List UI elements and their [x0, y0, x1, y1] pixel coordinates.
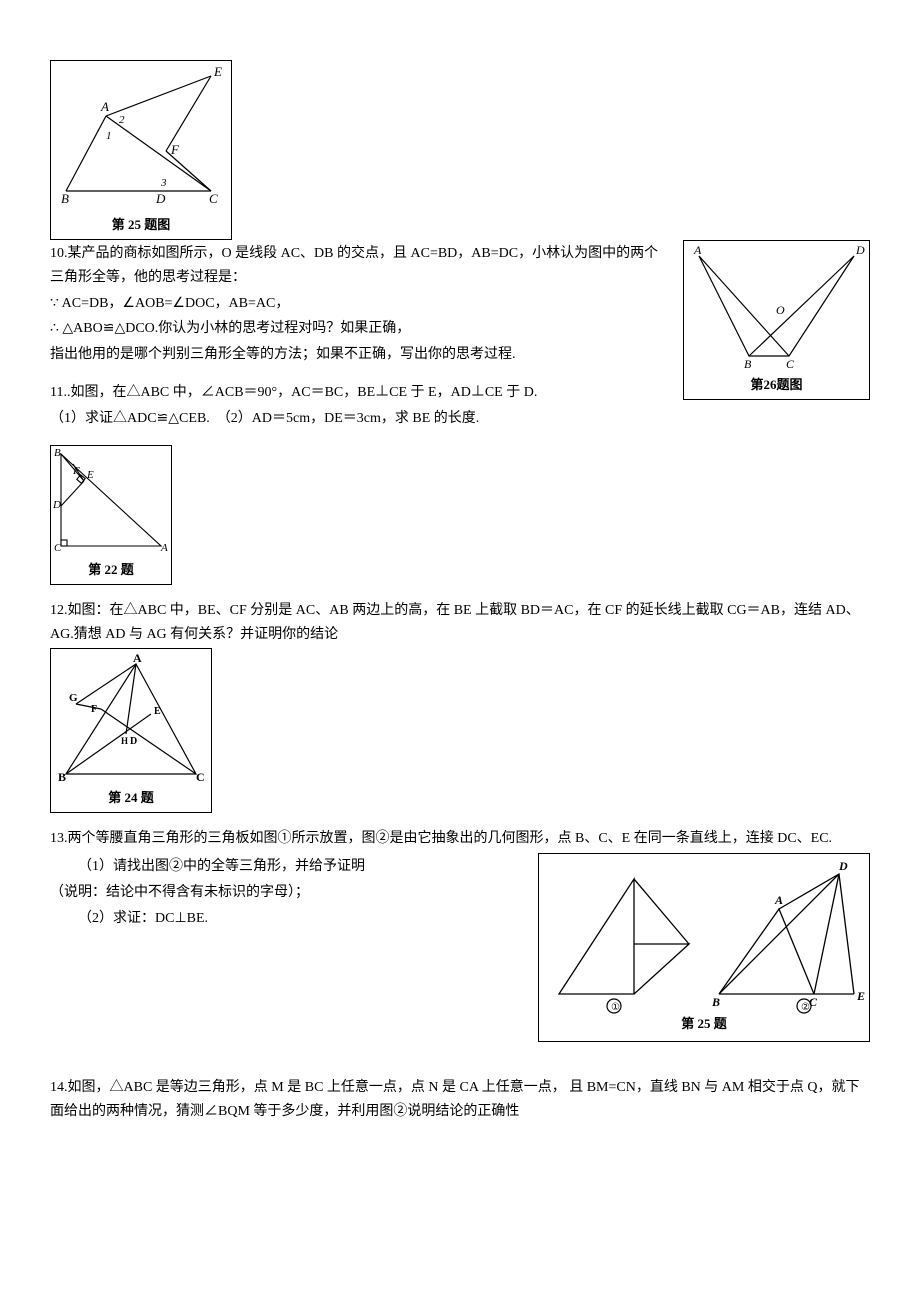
svg-text:D: D — [838, 859, 848, 873]
svg-text:A: A — [160, 542, 168, 554]
svg-text:B: B — [61, 191, 69, 206]
fig26-caption: 第26题图 — [684, 371, 869, 399]
svg-text:F: F — [170, 142, 180, 157]
svg-text:A: A — [693, 243, 702, 257]
fig24-caption: 第 24 题 — [51, 784, 211, 812]
svg-text:B: B — [54, 447, 61, 459]
svg-text:C: C — [209, 191, 218, 206]
q13-l1: 13.两个等腰直角三角形的三角板如图①所示放置，图②是由它抽象出的几何图形，点 … — [50, 827, 870, 851]
figure-25-bottom: A B C D E ① ② 第 25 题 — [538, 853, 870, 1042]
q10-row: 10.某产品的商标如图所示，O 是线段 AC、DB 的交点，且 AC=BD，AB… — [50, 240, 870, 433]
svg-text:②: ② — [801, 1002, 810, 1013]
svg-text:F: F — [91, 704, 97, 715]
svg-text:A: A — [133, 651, 142, 665]
q10-l3: ∴ △ABO≌△DCO.你认为小林的思考过程对吗？如果正确， — [50, 317, 668, 341]
q10-l4: 指出他用的是哪个判别三角形全等的方法；如果不正确，写出你的思考过程. — [50, 343, 668, 367]
svg-text:A: A — [100, 99, 109, 114]
fig25b-caption: 第 25 题 — [539, 1010, 869, 1041]
svg-text:C: C — [54, 542, 62, 554]
svg-text:D: D — [855, 243, 865, 257]
svg-text:E: E — [86, 469, 94, 481]
svg-text:C: C — [786, 357, 795, 371]
figure-22: B C A D E F 第 22 题 — [50, 445, 172, 585]
svg-text:E: E — [856, 989, 865, 1003]
svg-text:B: B — [58, 770, 66, 784]
svg-text:B: B — [744, 357, 752, 371]
q10-l2: ∵ AC=DB，∠AOB=∠DOC，AB=AC， — [50, 292, 668, 316]
svg-text:3: 3 — [160, 177, 167, 189]
svg-text:D: D — [130, 736, 137, 747]
svg-text:H: H — [121, 736, 128, 746]
svg-text:2: 2 — [119, 114, 125, 126]
figure-25-top: A B C D E F 1 2 3 第 25 题图 — [50, 60, 232, 240]
svg-text:G: G — [69, 692, 78, 704]
fig25-top-caption: 第 25 题图 — [51, 211, 231, 239]
q12-l1: 12.如图：在△ABC 中，BE、CF 分别是 AC、AB 两边上的高，在 BE… — [50, 599, 870, 647]
svg-text:1: 1 — [106, 130, 112, 142]
svg-text:D: D — [52, 499, 61, 511]
svg-text:C: C — [196, 770, 205, 784]
svg-text:D: D — [155, 191, 166, 206]
svg-text:E: E — [213, 64, 222, 79]
q13-l4: （2）求证：DC⊥BE. — [50, 907, 518, 931]
q10-l1: 10.某产品的商标如图所示，O 是线段 AC、DB 的交点，且 AC=BD，AB… — [50, 242, 668, 290]
figure-26: A D B C O 第26题图 — [683, 240, 870, 400]
fig22-caption: 第 22 题 — [51, 556, 171, 584]
fig25-svg: A B C D E F 1 2 3 — [51, 61, 231, 211]
q13-row: （1）请找出图②中的全等三角形，并给予证明 （说明：结论中不得含有未标识的字母）… — [50, 853, 870, 1042]
svg-text:O: O — [776, 303, 785, 317]
q13-l3: （说明：结论中不得含有未标识的字母）； — [50, 881, 518, 905]
svg-text:①: ① — [611, 1002, 620, 1013]
fig25b-svg: A B C D E ① ② — [539, 854, 869, 1014]
q13-text: （1）请找出图②中的全等三角形，并给予证明 （说明：结论中不得含有未标识的字母）… — [50, 853, 518, 932]
svg-text:E: E — [154, 706, 161, 717]
svg-text:B: B — [711, 995, 720, 1009]
q13-l2: （1）请找出图②中的全等三角形，并给予证明 — [50, 855, 518, 879]
fig22-svg: B C A D E F — [51, 446, 171, 556]
q10-text: 10.某产品的商标如图所示，O 是线段 AC、DB 的交点，且 AC=BD，AB… — [50, 240, 668, 433]
figure-24: A B C D E F G H 第 24 题 — [50, 648, 212, 813]
svg-text:A: A — [774, 893, 783, 907]
q11-l1: 11..如图，在△ABC 中，∠ACB＝90°，AC＝BC，BE⊥CE 于 E，… — [50, 381, 668, 405]
svg-text:F: F — [72, 465, 80, 477]
q11-l2: （1）求证△ADC≌△CEB. （2）AD＝5cm，DE＝3cm，求 BE 的长… — [50, 407, 668, 431]
fig24-svg: A B C D E F G H — [51, 649, 211, 784]
q14-l1: 14.如图，△ABC 是等边三角形，点 M 是 BC 上任意一点，点 N 是 C… — [50, 1076, 870, 1124]
fig26-svg: A D B C O — [684, 241, 869, 371]
